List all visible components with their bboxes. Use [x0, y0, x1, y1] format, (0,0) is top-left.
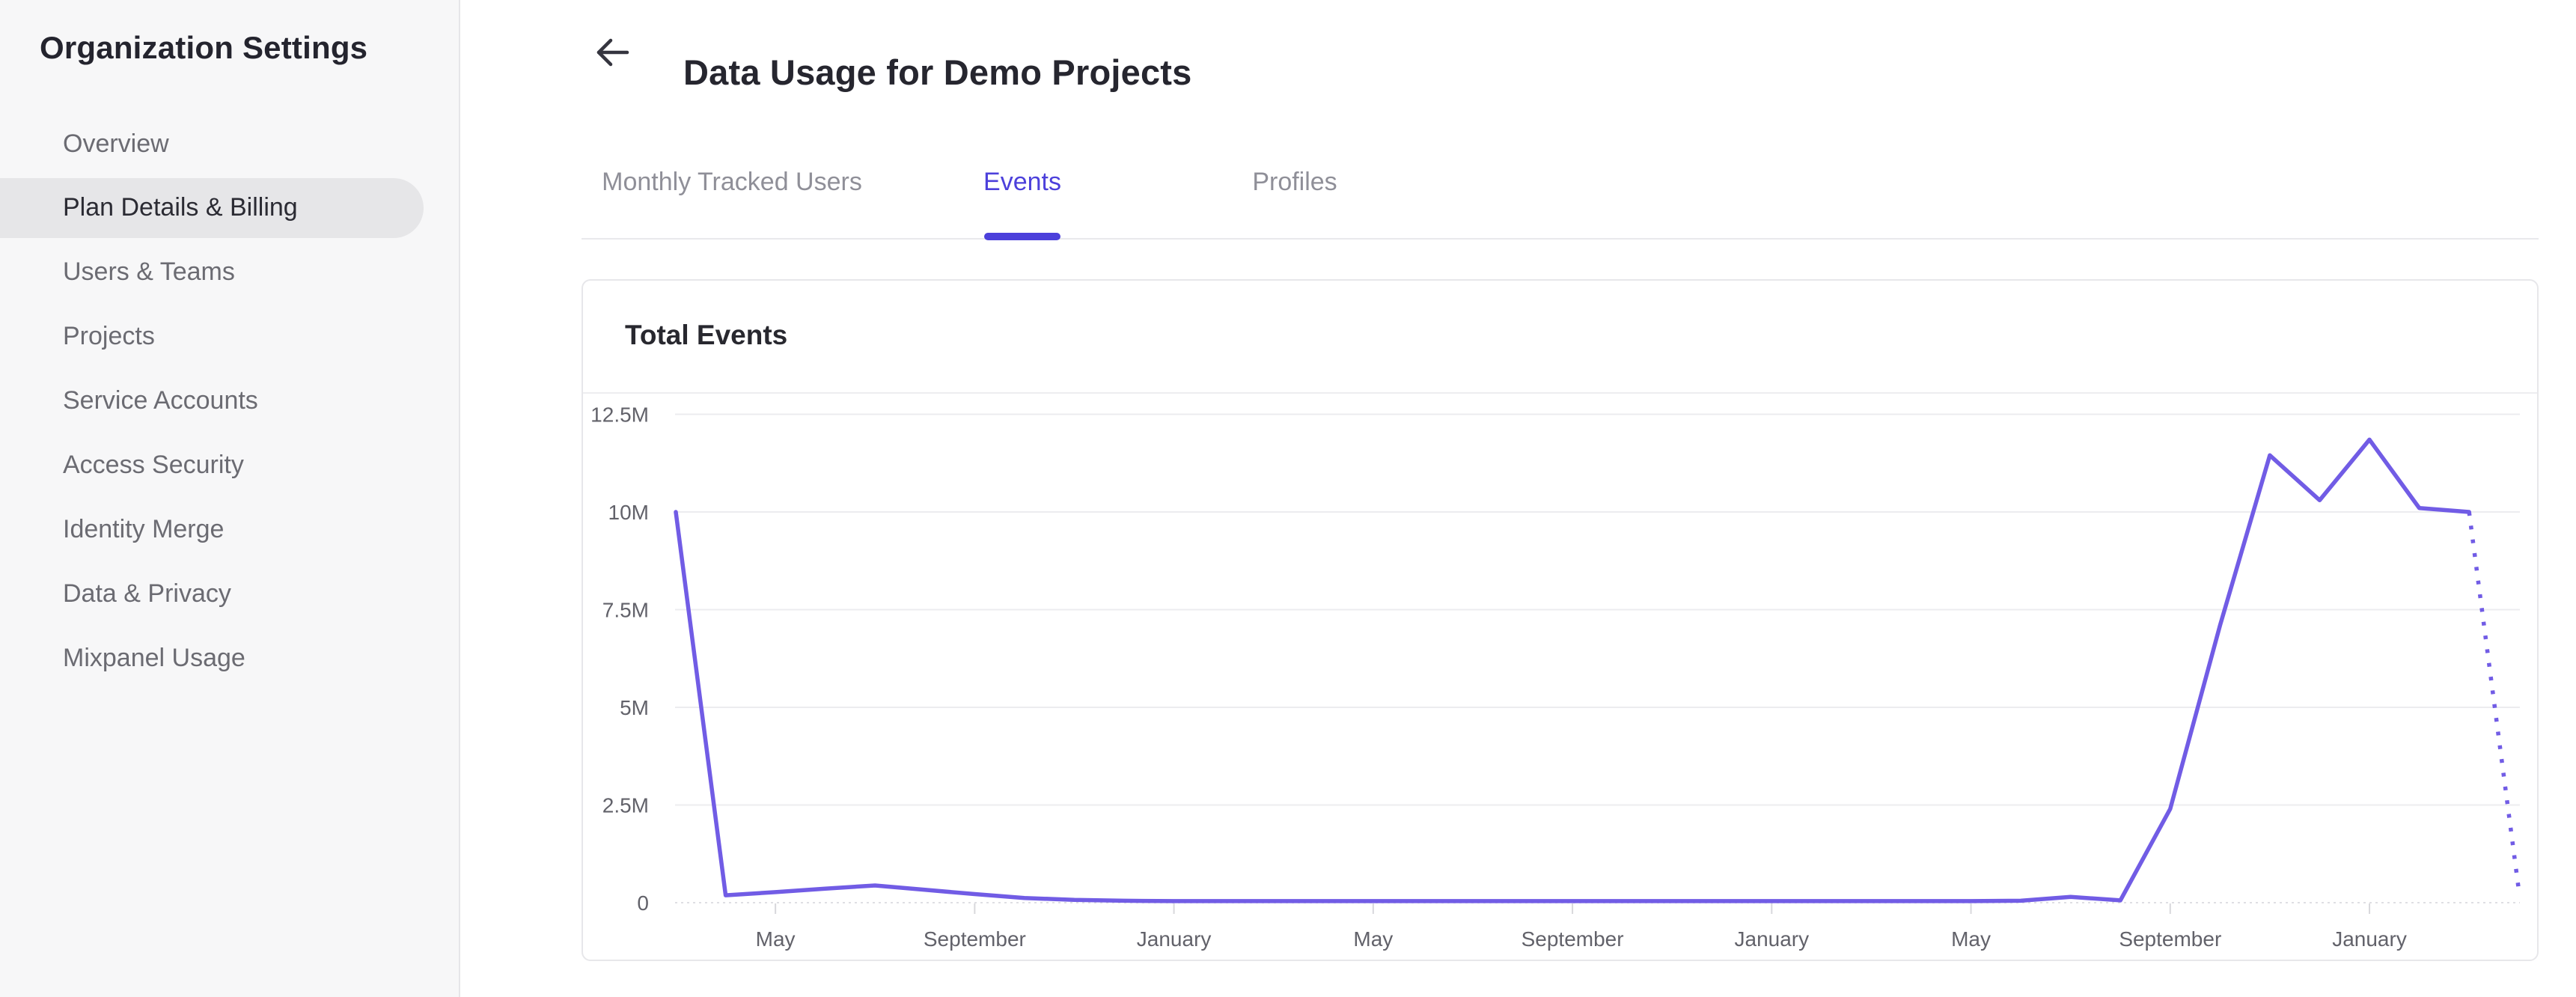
- chart-title: Total Events: [625, 320, 788, 350]
- active-tab-underline: [984, 233, 1060, 240]
- sidebar: Organization Settings Overview Plan Detai…: [0, 0, 460, 997]
- sidebar-item-identity-merge[interactable]: Identity Merge: [63, 514, 225, 543]
- x-axis-label: September: [1522, 927, 1624, 951]
- events-line: [674, 437, 2471, 903]
- sidebar-item-users-teams[interactable]: Users & Teams: [63, 257, 235, 287]
- tabs-separator: [582, 238, 2539, 240]
- sidebar-item-plan-details-billing[interactable]: Plan Details & Billing: [0, 177, 424, 238]
- x-axis-label: January: [2332, 927, 2407, 951]
- card-divider: [583, 392, 2537, 394]
- x-axis-label: September: [2119, 927, 2221, 951]
- sidebar-item-overview[interactable]: Overview: [63, 129, 169, 158]
- x-axis-label: May: [756, 927, 796, 951]
- sidebar-item-service-accounts[interactable]: Service Accounts: [63, 386, 258, 415]
- y-axis-label: 0: [637, 891, 649, 915]
- left-arrow-icon: [596, 38, 629, 67]
- tab-events[interactable]: Events: [983, 168, 1061, 196]
- tab-profiles[interactable]: Profiles: [1252, 168, 1337, 196]
- y-axis-label: 2.5M: [602, 794, 649, 817]
- total-events-line-chart: 12.5M 10M 7.5M 5M 2.5M 0 May September January Ma…: [590, 403, 2521, 951]
- total-events-card: Total Events 12.5M 10M 7.5M 5M 2.5M 0 May Septe…: [582, 279, 2539, 961]
- tab-monthly-tracked-users[interactable]: Monthly Tracked Users: [602, 168, 862, 196]
- events-projection-line: [2467, 511, 2521, 891]
- y-axis-label: 5M: [620, 696, 649, 719]
- page-title: Data Usage for Demo Projects: [683, 52, 1192, 93]
- y-axis-label: 7.5M: [602, 599, 649, 622]
- sidebar-item-data-privacy[interactable]: Data & Privacy: [63, 579, 231, 608]
- x-axis-label: May: [1951, 927, 1991, 951]
- y-axis-label: 10M: [608, 501, 649, 524]
- x-axis-label: January: [1137, 927, 1212, 951]
- sidebar-item-mixpanel-usage[interactable]: Mixpanel Usage: [63, 643, 245, 672]
- x-axis-label: September: [924, 927, 1026, 951]
- sidebar-title: Organization Settings: [40, 30, 368, 65]
- back-button[interactable]: [591, 33, 633, 72]
- x-axis-label: January: [1735, 927, 1810, 951]
- sidebar-item-projects[interactable]: Projects: [63, 322, 155, 351]
- x-axis-label: May: [1353, 927, 1393, 951]
- y-axis-label: 12.5M: [590, 403, 649, 427]
- chart-area: 12.5M 10M 7.5M 5M 2.5M 0 May September January Ma…: [583, 394, 2537, 960]
- sidebar-item-access-security[interactable]: Access Security: [63, 451, 244, 479]
